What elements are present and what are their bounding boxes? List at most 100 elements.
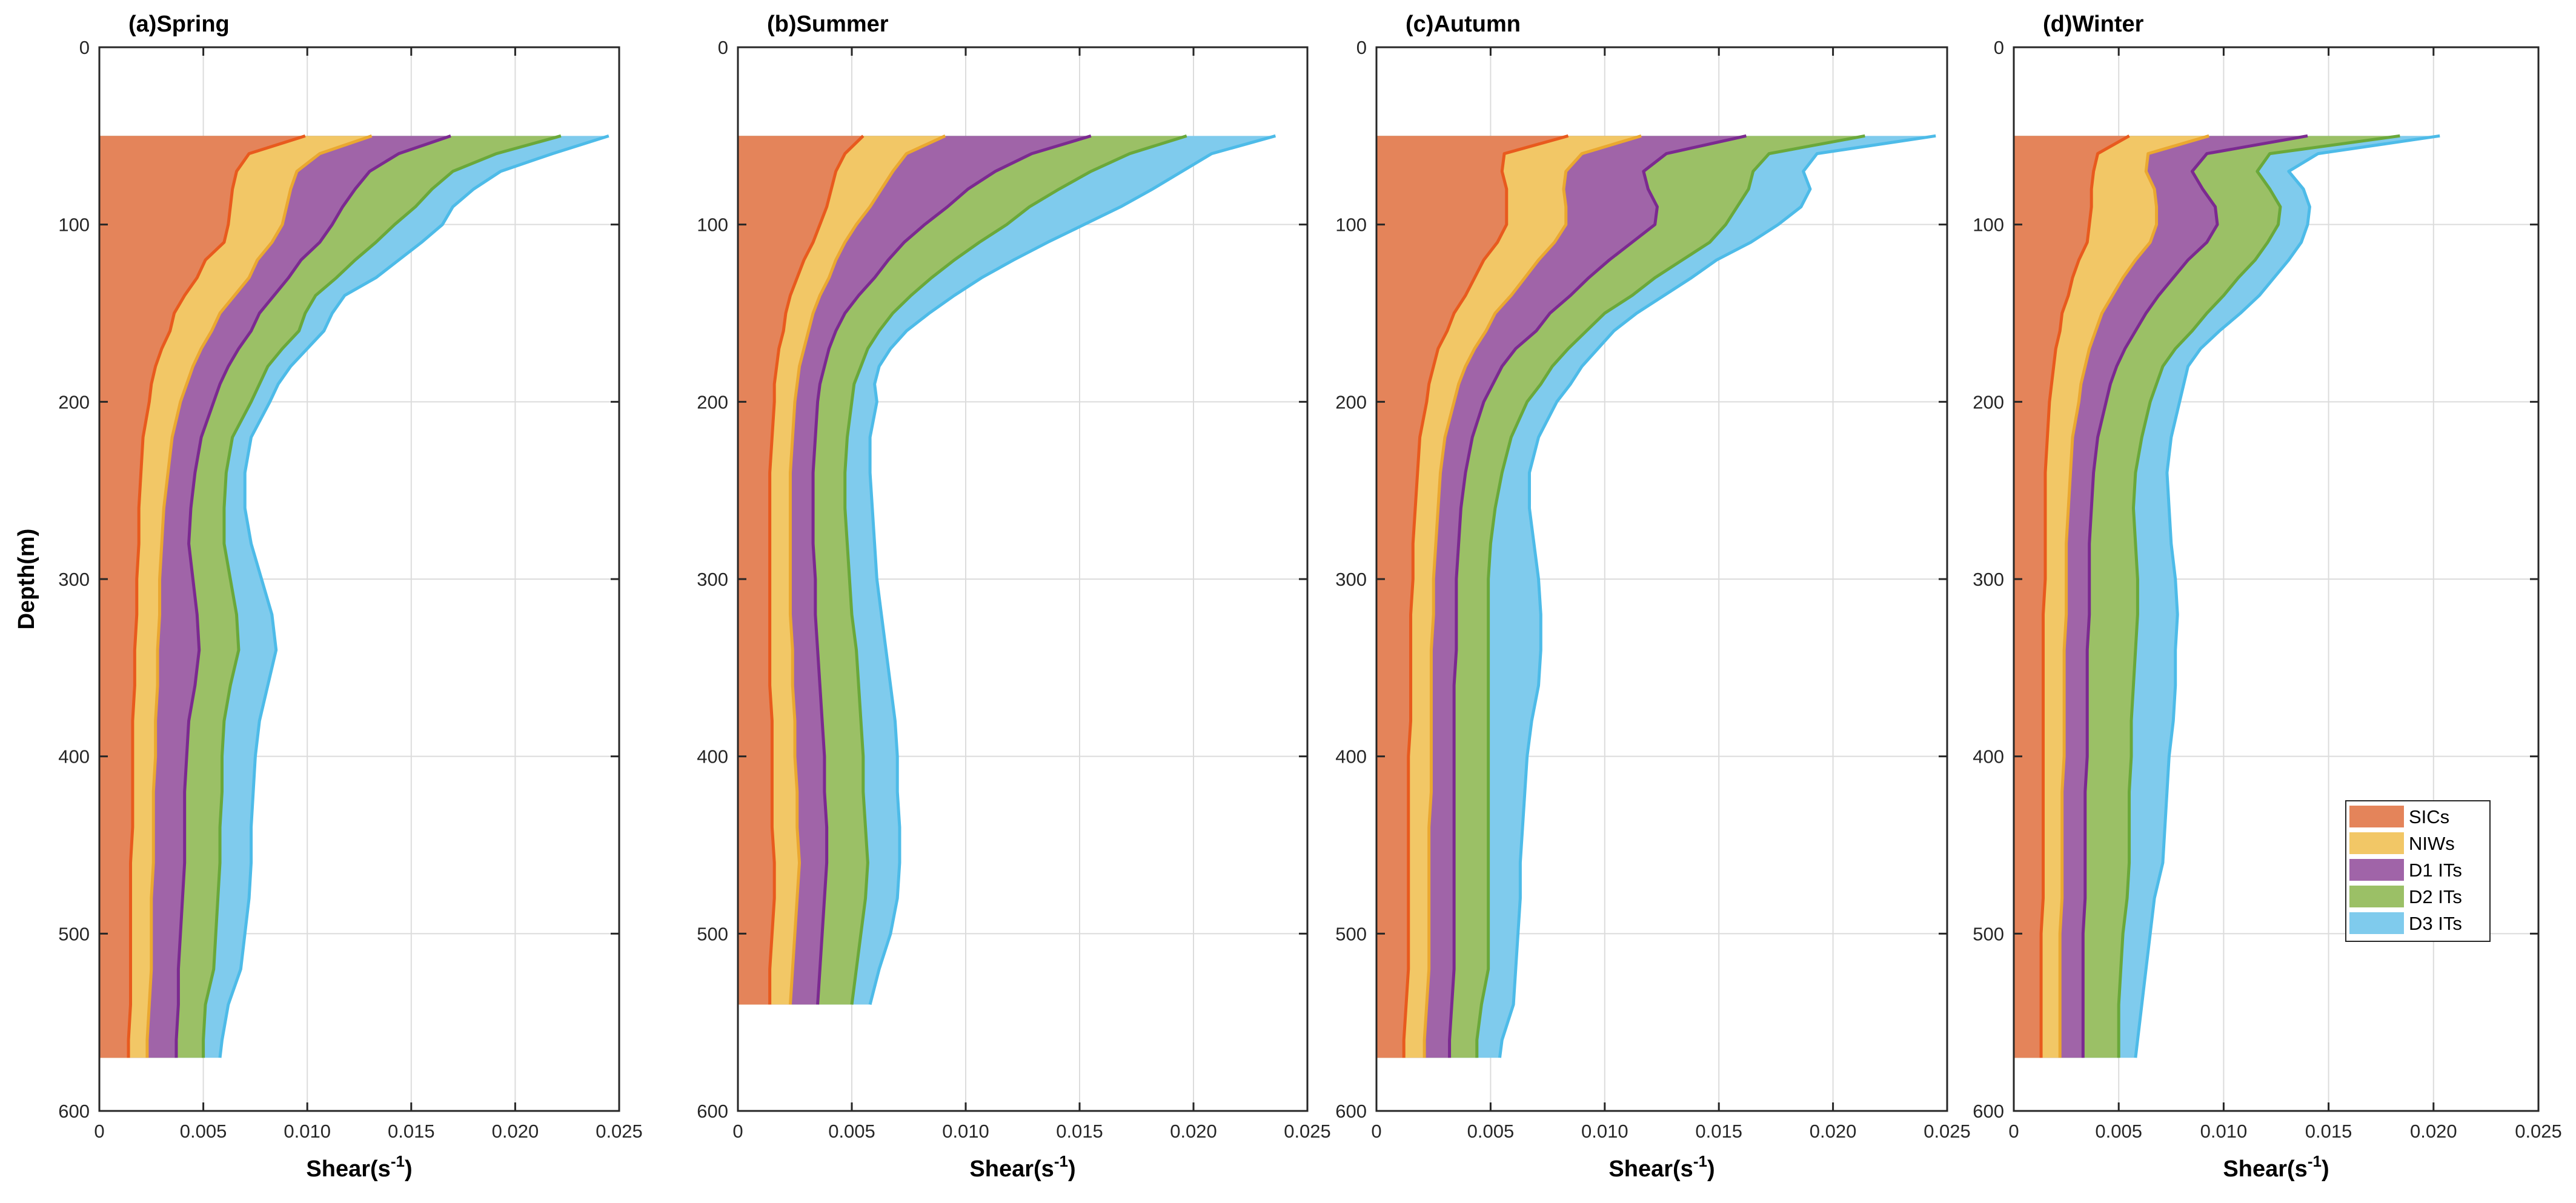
x-tick-label: 0	[732, 1121, 743, 1142]
x-axis-label: Shear(s-1)	[2223, 1152, 2329, 1182]
area-d1-its-edge	[174, 134, 451, 1058]
area-niws-edge	[1422, 134, 1642, 1058]
panel-autumn: 0 0.005 0.010 0.015 0.020 0.025 0 100 200 300 400 5…	[1335, 12, 1971, 1182]
y-tick-label: 200	[58, 391, 90, 413]
y-tick-label: 0	[718, 37, 728, 58]
x-axis-label: Shear(s-1)	[1608, 1152, 1715, 1182]
x-tick-label: 0.020	[1810, 1121, 1857, 1142]
y-tick-label: 500	[1335, 923, 1367, 944]
x-tick-label: 0.015	[1695, 1121, 1742, 1142]
area-d3-its-edge	[218, 134, 609, 1058]
y-tick-label: 100	[58, 214, 90, 236]
area-niws-edge	[145, 134, 373, 1058]
legend-swatch	[2349, 832, 2404, 854]
x-tick-label: 0.005	[2095, 1121, 2142, 1142]
legend-label: D1 ITs	[2409, 860, 2462, 881]
area-sics-edge	[1402, 134, 1569, 1058]
stacked-areas	[2014, 134, 2440, 1058]
x-tick-label: 0	[94, 1121, 104, 1142]
x-tick-label: 0.020	[492, 1121, 539, 1142]
x-axis-label: Shear(s-1)	[306, 1152, 412, 1182]
axis-ticks: 0 0.005 0.010 0.015 0.020 0.025 0 100 200 300 400 5…	[1973, 37, 2562, 1142]
y-tick-label: 600	[1335, 1101, 1367, 1122]
y-tick-label: 0	[1994, 37, 2004, 58]
panel-title: (c)Autumn	[1406, 12, 1521, 37]
area-d3-its-edge	[2134, 134, 2440, 1058]
x-tick-label: 0.025	[596, 1121, 643, 1142]
y-tick-label: 200	[1335, 391, 1367, 413]
legend-label: SICs	[2409, 806, 2449, 827]
y-tick-label: 600	[58, 1101, 90, 1122]
area-niws-edge	[2058, 134, 2209, 1058]
x-tick-label: 0.025	[2515, 1121, 2562, 1142]
panel-title: (a)Spring	[128, 12, 230, 37]
area-d2-its-edge	[2117, 134, 2400, 1058]
y-tick-label: 600	[697, 1101, 728, 1122]
panel-winter: 0 0.005 0.010 0.015 0.020 0.025 0 100 200 300 400 5…	[1973, 12, 2562, 1182]
legend-swatch	[2349, 806, 2404, 827]
y-tick-label: 200	[697, 391, 728, 413]
area-d2-its-edge	[202, 134, 562, 1058]
y-tick-label: 300	[1973, 569, 2004, 590]
y-tick-label: 500	[58, 923, 90, 944]
stacked-areas	[99, 134, 609, 1058]
area-d2-its	[738, 136, 1187, 1005]
area-sics	[1376, 136, 1569, 1058]
area-d3-its	[738, 136, 1276, 1005]
y-tick-label: 400	[697, 746, 728, 767]
area-d3-its-edge	[868, 134, 1276, 1006]
area-d3-its-edge	[1498, 134, 1936, 1058]
area-d1-its	[1376, 136, 1747, 1058]
y-tick-label: 200	[1973, 391, 2004, 413]
legend-label: D3 ITs	[2409, 913, 2462, 934]
x-tick-label: 0.005	[180, 1121, 227, 1142]
legend-item-d2-its: D2 ITs	[2349, 886, 2462, 907]
legend-item-sics: SICs	[2349, 806, 2449, 827]
x-tick-label: 0.010	[2200, 1121, 2248, 1142]
x-tick-label: 0.025	[1924, 1121, 1971, 1142]
x-tick-label: 0.010	[1581, 1121, 1628, 1142]
stacked-areas	[738, 134, 1276, 1006]
legend-label: D2 ITs	[2409, 886, 2462, 907]
x-tick-label: 0.015	[1056, 1121, 1103, 1142]
legend-item-d1-its: D1 ITs	[2349, 859, 2462, 881]
stacked-areas	[1376, 134, 1936, 1058]
area-niws	[2014, 136, 2209, 1058]
legend: SICs NIWs D1 ITs D2 ITs D3 ITs	[2345, 800, 2491, 942]
y-tick-label: 300	[1335, 569, 1367, 590]
y-tick-label: 500	[697, 923, 728, 944]
legend-swatch	[2349, 912, 2404, 934]
x-axis-label: Shear(s-1)	[969, 1152, 1075, 1182]
axis-ticks: 0 0.005 0.010 0.015 0.020 0.025 0 100 200 300 400 5…	[697, 37, 1331, 1142]
area-sics	[99, 136, 305, 1058]
y-tick-label: 400	[1973, 746, 2004, 767]
panel-title: (b)Summer	[767, 12, 889, 37]
x-tick-label: 0.005	[1467, 1121, 1515, 1142]
area-d2-its-edge	[843, 134, 1187, 1005]
legend-swatch	[2349, 886, 2404, 907]
y-tick-label: 400	[1335, 746, 1367, 767]
area-sics-edge	[127, 134, 306, 1058]
area-niws	[1376, 136, 1642, 1058]
area-niws	[99, 136, 372, 1058]
area-d1-its-edge	[811, 134, 1092, 1005]
area-d2-its-edge	[1475, 134, 1865, 1058]
y-tick-label: 300	[58, 569, 90, 590]
area-niws	[738, 136, 946, 1005]
legend-swatch	[2349, 859, 2404, 881]
y-tick-label: 0	[1356, 37, 1367, 58]
axis-ticks: 0 0.005 0.010 0.015 0.020 0.025 0 100 200 300 400 5…	[1335, 37, 1971, 1142]
area-d1-its-edge	[2081, 134, 2308, 1058]
x-tick-label: 0.015	[388, 1121, 435, 1142]
y-tick-label: 400	[58, 746, 90, 767]
x-tick-label: 0	[2008, 1121, 2019, 1142]
axis-ticks: 0 0.005 0.010 0.015 0.020 0.025 0 100 200 300 400 5…	[58, 37, 643, 1142]
area-d1-its	[738, 136, 1091, 1005]
y-tick-label: 300	[697, 569, 728, 590]
y-tick-label: 500	[1973, 923, 2004, 944]
y-tick-label: 100	[1973, 214, 2004, 236]
area-sics-edge	[768, 134, 865, 1005]
x-tick-label: 0	[1371, 1121, 1381, 1142]
x-tick-label: 0.010	[942, 1121, 989, 1142]
